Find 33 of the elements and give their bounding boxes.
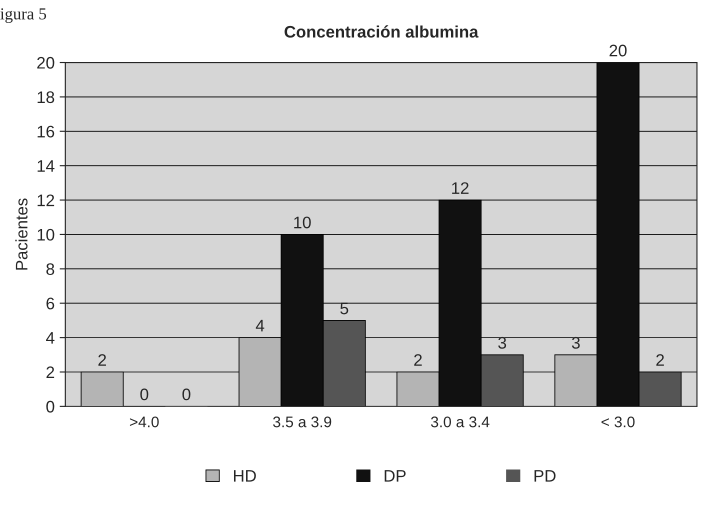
data-label: 3 [498,336,506,349]
data-label: 12 [452,182,469,194]
legend-label: DP [384,470,406,482]
y-tick-label: 6 [46,298,54,310]
y-tick-label: 14 [38,160,54,172]
y-tick-label: 12 [38,194,54,206]
data-label: 2 [656,354,664,366]
data-label: 0 [182,388,190,400]
y-tick-label: 10 [38,228,54,241]
x-tick-label: 3.0 a 3.4 [430,416,490,428]
data-label: 2 [98,354,106,366]
y-tick-label: 20 [37,56,54,69]
data-label: 5 [340,302,348,314]
data-label: 10 [294,216,311,228]
chart-title: Concentración albumina [284,25,478,38]
y-tick-label: 4 [46,332,54,344]
y-tick-label: 18 [38,91,54,104]
y-axis-title: Pacientes [15,198,28,270]
y-tick-label: 16 [38,126,54,138]
data-label: 4 [256,320,264,332]
legend-label: PD [534,470,556,482]
x-tick-label: 3.5 a 3.9 [273,416,332,428]
data-label: 2 [414,354,422,366]
data-label: 3 [572,336,580,349]
y-tick-label: 0 [46,400,54,413]
legend-label: HD [234,470,256,482]
x-tick-label: < 3.0 [602,416,635,428]
y-tick-label: 2 [46,366,54,378]
data-label: 0 [140,388,148,400]
x-tick-label: >4.0 [130,416,159,428]
text: igura 5 [0,8,46,23]
y-tick-label: 8 [46,263,54,276]
data-label: 20 [610,44,627,56]
